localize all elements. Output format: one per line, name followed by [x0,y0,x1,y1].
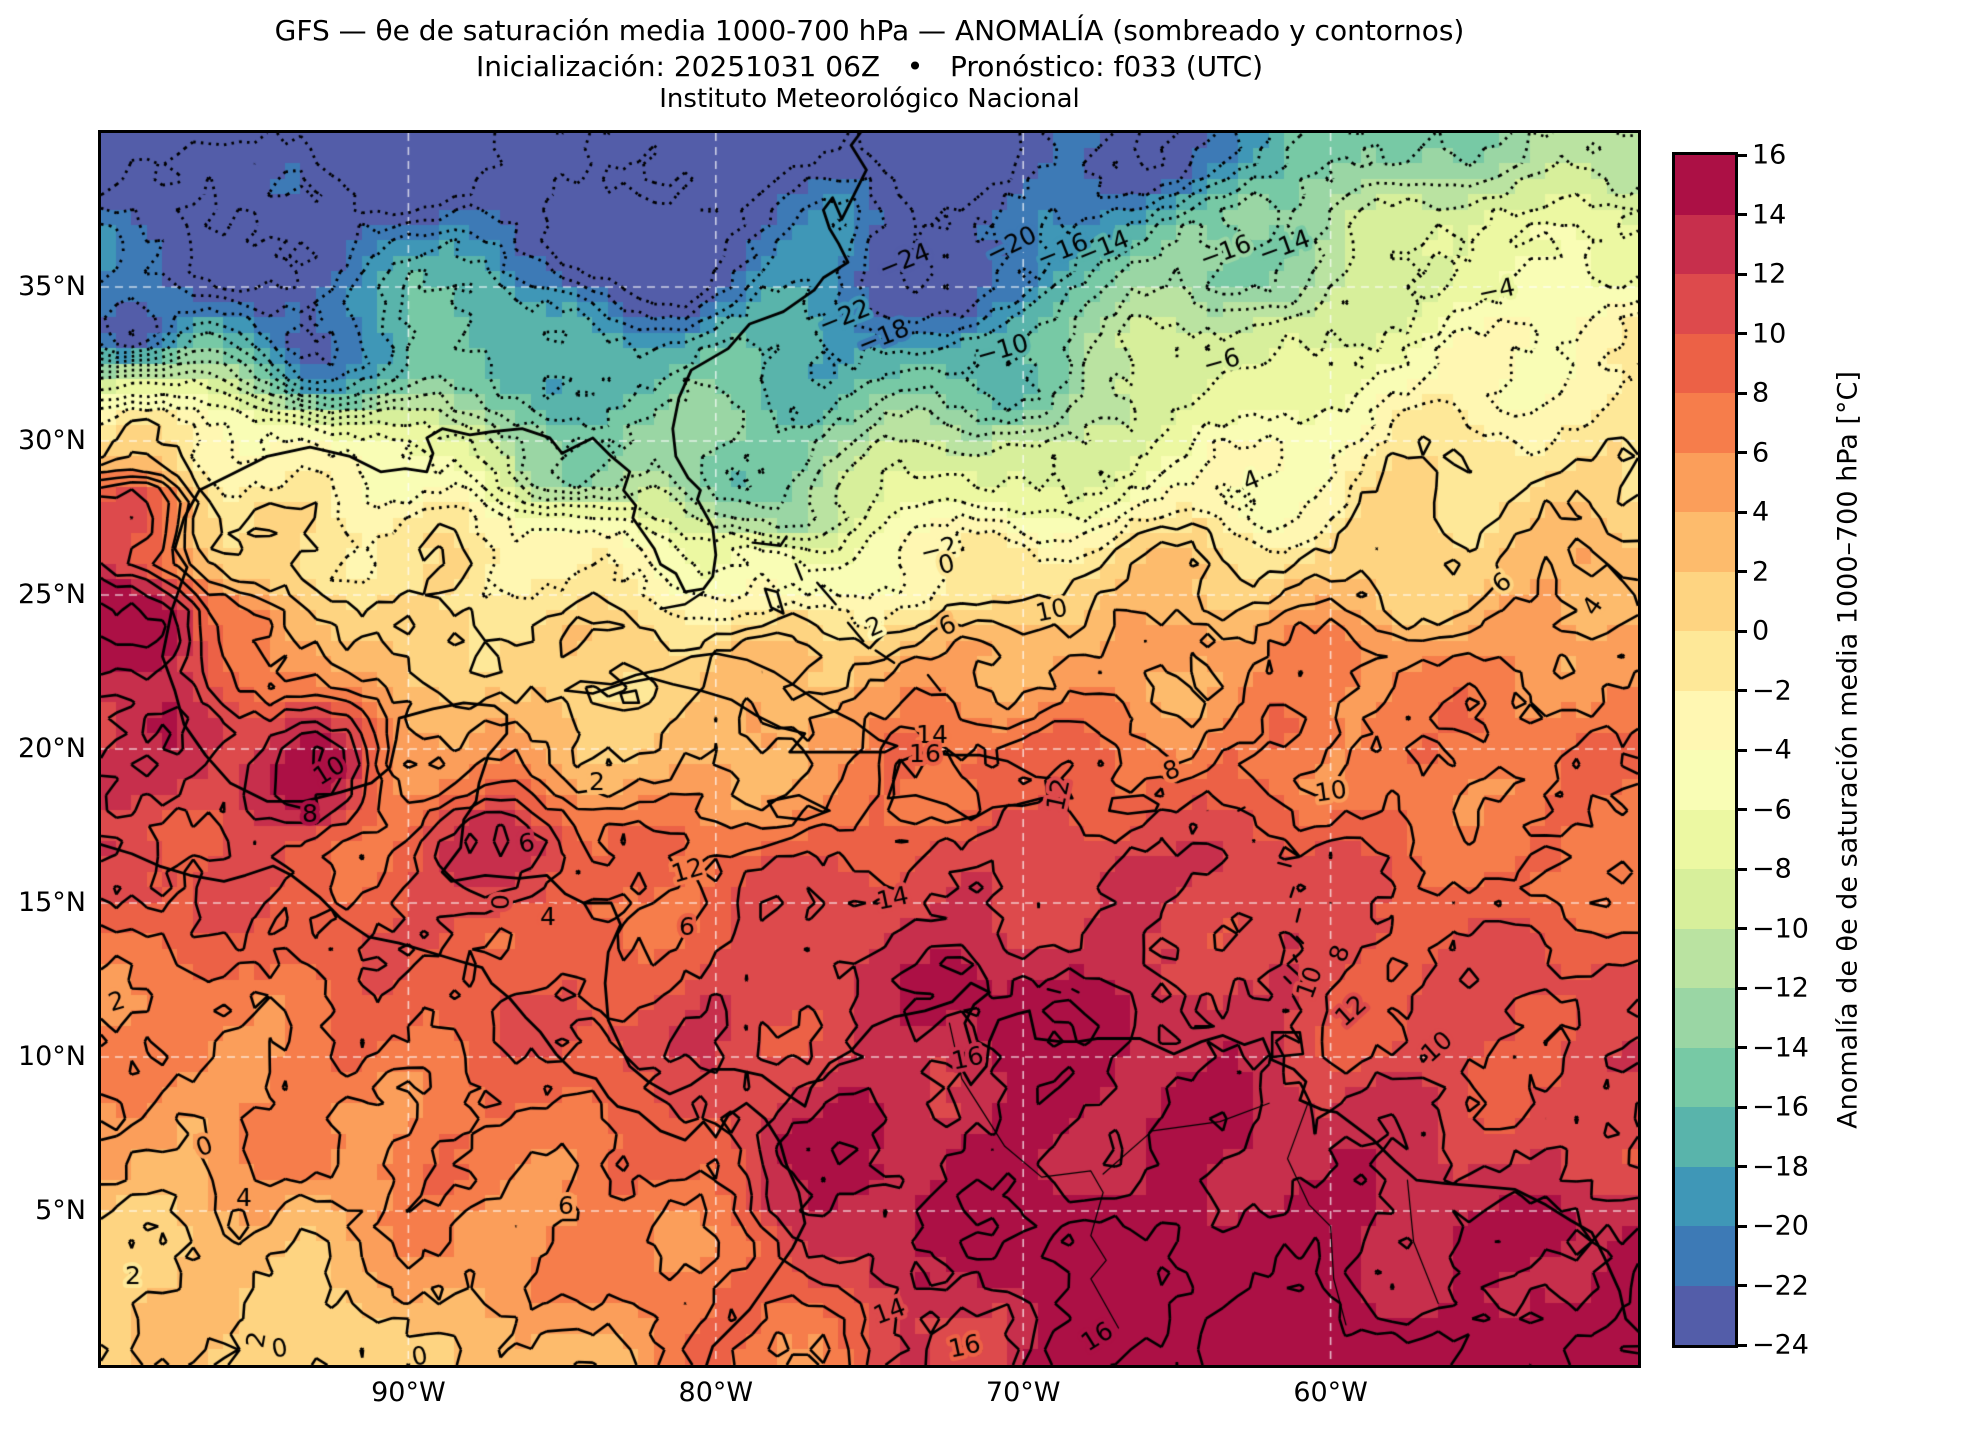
colorbar-tick-mark [1738,570,1747,573]
colorbar-axis-label: Anomalía de θe de saturación media 1000–… [1832,371,1864,1129]
colorbar-tick-mark [1738,213,1747,216]
colorbar-tick-mark [1738,391,1747,395]
y-tick-35°N: 35°N [17,271,86,302]
colorbar-cell [1675,1107,1735,1167]
y-tick-20°N: 20°N [17,733,86,764]
colorbar-tick-mark [1738,272,1747,276]
colorbar-cell [1675,928,1735,988]
colorbar-tick-label: −10 [1752,913,1809,944]
colorbar-tick-label: −16 [1752,1091,1809,1123]
colorbar-tick-mark [1738,986,1747,990]
colorbar-tick-label: −4 [1752,734,1792,766]
colorbar-cell [1675,1285,1735,1345]
x-tick-80°W: 80°W [678,1377,754,1408]
colorbar-tick-label: 8 [1752,377,1770,409]
anomaly-field-canvas [101,133,1638,1365]
colorbar-cell [1675,393,1735,453]
colorbar-cell [1675,869,1735,929]
y-tick-5°N: 5°N [35,1195,86,1226]
colorbar-tick-label: 4 [1752,496,1770,528]
colorbar-tick-label: −2 [1752,675,1792,706]
colorbar-tick-label: 10 [1752,318,1787,349]
colorbar-tick-label: 16 [1752,139,1787,171]
colorbar-tick-mark [1738,1224,1747,1228]
colorbar-tick-label: 12 [1752,258,1787,290]
colorbar-tick-label: −12 [1752,972,1809,1004]
colorbar-cell [1675,988,1735,1048]
colorbar-cell [1675,155,1735,215]
colorbar-cell [1675,1047,1735,1107]
colorbar [1672,152,1738,1348]
colorbar-tick-mark [1738,1343,1747,1347]
colorbar-tick-mark [1738,629,1747,633]
colorbar-tick-label: 2 [1752,556,1770,587]
colorbar-tick-mark [1738,332,1747,335]
colorbar-tick-label: −24 [1752,1329,1809,1361]
colorbar-tick-label: 14 [1752,199,1787,230]
colorbar-cell [1675,333,1735,393]
colorbar-tick-label: −6 [1752,794,1792,825]
chart-subtitle: Inicialización: 20251031 06Z • Pronóstic… [475,50,1264,83]
y-tick-25°N: 25°N [17,579,86,610]
chart-title: GFS — θe de saturación media 1000-700 hP… [274,14,1465,47]
colorbar-cell [1675,690,1735,750]
colorbar-cell [1675,1166,1735,1226]
chart-organization: Instituto Meteorológico Nacional [659,84,1080,114]
colorbar-cell [1675,512,1735,572]
colorbar-tick-mark [1738,927,1747,930]
colorbar-cell [1675,274,1735,334]
y-tick-30°N: 30°N [17,425,86,456]
x-tick-90°W: 90°W [371,1377,446,1408]
colorbar-tick-label: 0 [1752,615,1770,647]
colorbar-cell [1675,809,1735,869]
colorbar-tick-mark [1738,689,1747,692]
colorbar-tick-mark [1738,1165,1747,1168]
map-plot-area [98,130,1641,1368]
colorbar-tick-mark [1738,153,1747,157]
colorbar-tick-mark [1738,1284,1747,1287]
colorbar-tick-mark [1738,748,1747,752]
y-tick-10°N: 10°N [17,1041,86,1072]
colorbar-tick-mark [1738,1105,1747,1109]
colorbar-cell [1675,1226,1735,1286]
colorbar-tick-label: −22 [1752,1270,1809,1301]
colorbar-tick-label: −8 [1752,853,1792,885]
colorbar-tick-mark [1738,451,1747,454]
x-tick-60°W: 60°W [1293,1377,1368,1408]
colorbar-tick-mark [1738,510,1747,514]
colorbar-cell [1675,750,1735,810]
colorbar-tick-mark [1738,808,1747,811]
colorbar-tick-label: −18 [1752,1151,1809,1182]
colorbar-tick-label: −14 [1752,1032,1809,1063]
colorbar-tick-label: 6 [1752,437,1770,468]
colorbar-cell [1675,571,1735,631]
colorbar-tick-mark [1738,1046,1747,1049]
x-tick-70°W: 70°W [985,1377,1061,1408]
colorbar-cell [1675,452,1735,512]
colorbar-tick-label: −20 [1752,1210,1809,1242]
colorbar-tick-mark [1738,867,1747,871]
colorbar-cell [1675,214,1735,274]
colorbar-cell [1675,631,1735,691]
y-tick-15°N: 15°N [17,887,86,918]
